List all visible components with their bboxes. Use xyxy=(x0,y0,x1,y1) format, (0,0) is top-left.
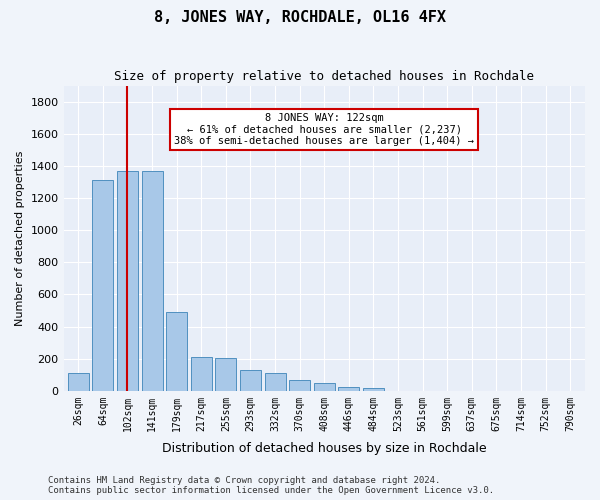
Bar xyxy=(117,170,138,391)
X-axis label: Distribution of detached houses by size in Rochdale: Distribution of detached houses by size … xyxy=(162,442,487,455)
Bar xyxy=(166,312,187,391)
Text: Contains HM Land Registry data © Crown copyright and database right 2024.
Contai: Contains HM Land Registry data © Crown c… xyxy=(48,476,494,495)
Bar xyxy=(142,170,163,391)
Bar xyxy=(191,357,212,391)
Title: Size of property relative to detached houses in Rochdale: Size of property relative to detached ho… xyxy=(114,70,534,83)
Bar xyxy=(68,373,89,391)
Text: 8 JONES WAY: 122sqm
← 61% of detached houses are smaller (2,237)
38% of semi-det: 8 JONES WAY: 122sqm ← 61% of detached ho… xyxy=(174,113,474,146)
Bar xyxy=(314,382,335,391)
Bar xyxy=(338,387,359,391)
Bar xyxy=(240,370,261,391)
Bar xyxy=(265,373,286,391)
Y-axis label: Number of detached properties: Number of detached properties xyxy=(15,150,25,326)
Bar xyxy=(215,358,236,391)
Bar xyxy=(289,380,310,391)
Bar xyxy=(363,388,384,391)
Text: 8, JONES WAY, ROCHDALE, OL16 4FX: 8, JONES WAY, ROCHDALE, OL16 4FX xyxy=(154,10,446,25)
Bar xyxy=(92,180,113,391)
